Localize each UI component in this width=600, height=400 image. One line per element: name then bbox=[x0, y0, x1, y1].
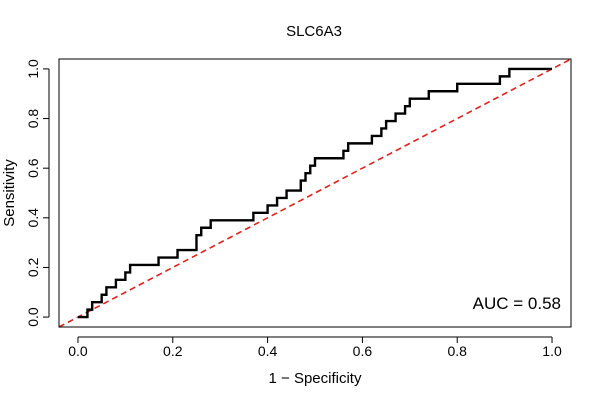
y-axis: 0.0 0.2 0.4 0.6 0.8 1.0 bbox=[25, 59, 50, 327]
x-tick-label: 1.0 bbox=[542, 343, 562, 359]
x-tick-label: 0.0 bbox=[68, 343, 88, 359]
plot-area bbox=[58, 58, 572, 328]
y-tick-label: 0.6 bbox=[25, 158, 41, 178]
diagonal-reference-line bbox=[58, 58, 572, 328]
y-tick-label: 1.0 bbox=[25, 59, 41, 79]
y-axis-label: Sensitivity bbox=[1, 159, 18, 227]
x-axis: 0.0 0.2 0.4 0.6 0.8 1.0 bbox=[68, 336, 562, 359]
auc-annotation: AUC = 0.58 bbox=[473, 294, 561, 313]
y-tick-label: 0.2 bbox=[25, 257, 41, 277]
x-tick-label: 0.4 bbox=[258, 343, 278, 359]
y-tick-label: 0.8 bbox=[25, 109, 41, 129]
y-tick-label: 0.0 bbox=[25, 307, 41, 327]
chart-title: SLC6A3 bbox=[286, 23, 342, 40]
x-axis-label: 1 − Specificity bbox=[269, 370, 362, 387]
x-tick-label: 0.6 bbox=[353, 343, 373, 359]
y-tick-label: 0.4 bbox=[25, 208, 41, 228]
x-tick-label: 0.2 bbox=[163, 343, 183, 359]
roc-curve-line bbox=[77, 67, 553, 319]
plot-frame bbox=[58, 58, 572, 328]
x-tick-label: 0.8 bbox=[447, 343, 467, 359]
